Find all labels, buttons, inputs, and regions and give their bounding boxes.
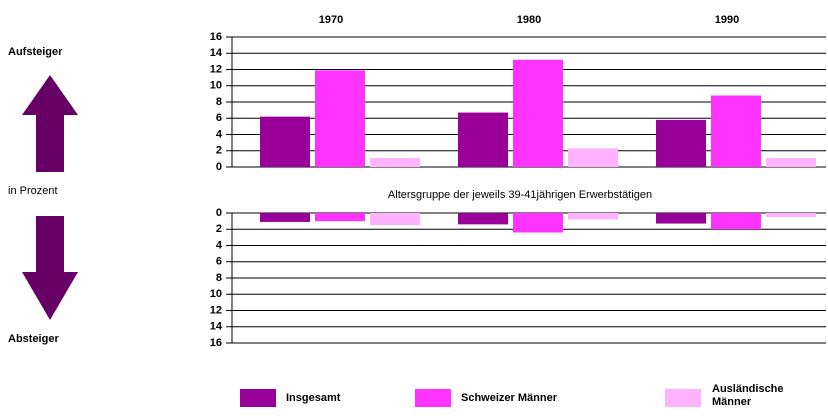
bar [766,213,816,218]
legend-label: Ausländische Männer [712,383,784,408]
category-label: 1980 [517,14,541,26]
middle-label: in Prozent [8,185,58,197]
y-tick-label: 4 [216,239,223,251]
bar [315,213,365,222]
category-label: 1990 [715,14,739,26]
bar [260,116,310,167]
bar [513,213,563,233]
bar [458,213,508,225]
y-tick-label: 0 [216,207,222,219]
down-label: Absteiger [8,333,59,345]
y-tick-label: 14 [210,321,223,333]
y-tick-label: 14 [210,47,223,59]
y-tick-label: 8 [216,96,222,108]
bar [766,158,816,167]
y-tick-label: 6 [216,112,222,124]
legend-swatch [415,389,451,407]
chart-title: Altersgruppe der jeweils 39-41jährigen E… [388,189,652,201]
y-tick-label: 8 [216,272,222,284]
y-tick-label: 16 [210,31,222,43]
y-tick-label: 0 [216,161,222,173]
y-tick-label: 16 [210,337,222,349]
y-tick-label: 6 [216,256,222,268]
bar [656,119,706,167]
bar [370,213,420,226]
bar [656,213,706,224]
y-tick-label: 2 [216,145,222,157]
down-arrow [22,216,78,320]
up-label: Aufsteiger [8,46,63,58]
y-tick-label: 4 [216,128,223,140]
bar [458,112,508,167]
y-tick-label: 12 [210,63,222,75]
y-tick-label: 10 [210,288,222,300]
y-tick-label: 2 [216,223,222,235]
bar [711,95,761,167]
category-label: 1970 [319,14,343,26]
legend-label: Insgesamt [286,392,341,404]
y-tick-label: 12 [210,304,222,316]
bar [568,213,618,220]
bar [711,213,761,230]
legend-label: Schweizer Männer [461,392,558,404]
bar [260,213,310,222]
bar [370,158,420,167]
legend-swatch [240,389,276,407]
legend-swatch [665,389,701,407]
bar [315,70,365,167]
up-arrow [22,75,78,172]
bar [568,148,618,167]
y-tick-label: 10 [210,80,222,92]
bar [513,59,563,167]
